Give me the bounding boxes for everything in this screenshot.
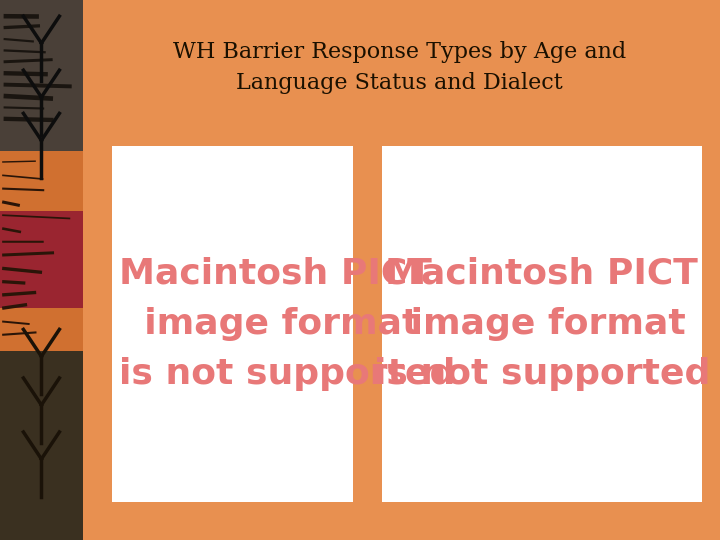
Text: Macintosh PICT
  image format
is not supported: Macintosh PICT image format is not suppo… [119, 257, 455, 391]
Bar [0, 151, 83, 351]
Bar [112, 146, 353, 502]
Text: WH Barrier Response Types by Age and
Language Status and Dialect: WH Barrier Response Types by Age and Lan… [173, 41, 626, 94]
Bar [0, 0, 83, 151]
Bar [0, 351, 83, 540]
Text: Macintosh PICT
 image format
is not supported: Macintosh PICT image format is not suppo… [374, 257, 710, 391]
Bar [382, 146, 702, 502]
Bar [0, 0, 83, 540]
Bar [0, 211, 83, 308]
